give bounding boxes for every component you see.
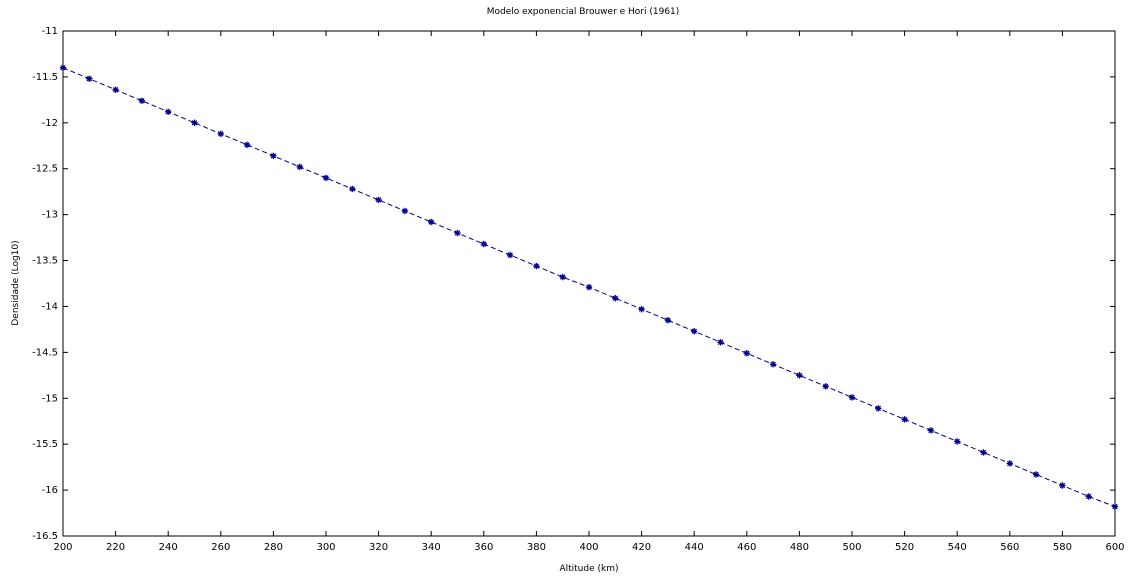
x-tick-label: 540 [948, 542, 967, 553]
data-point [86, 75, 93, 82]
data-point [401, 207, 409, 215]
x-tick-label: 340 [422, 542, 441, 553]
y-tick-label: -12 [42, 118, 58, 129]
y-tick-label: -12.5 [32, 164, 58, 175]
data-point [165, 108, 172, 115]
data-point [559, 273, 566, 281]
plot-area [62, 30, 1116, 537]
x-tick-label: 360 [474, 542, 493, 553]
data-point [1059, 482, 1066, 489]
data-point [717, 339, 724, 346]
x-tick-label: 460 [737, 542, 756, 553]
data-point [138, 97, 146, 104]
y-tick-label: -14.5 [32, 347, 58, 358]
chart-title: Modelo exponencial Brouwer e Hori (1961) [487, 7, 680, 17]
x-tick-label: 220 [106, 542, 125, 553]
data-point [769, 361, 777, 368]
data-point [1111, 503, 1119, 510]
data-point [664, 317, 672, 324]
data-point [349, 185, 356, 193]
data-point [822, 383, 829, 390]
y-tick-label: -14 [42, 301, 58, 312]
x-tick-label: 580 [1053, 542, 1072, 553]
y-tick-label: -16 [42, 485, 58, 496]
data-point [375, 196, 382, 204]
y-tick-label: -15 [42, 393, 58, 404]
x-tick-label: 200 [53, 542, 72, 553]
data-point [428, 218, 435, 226]
data-point [585, 283, 593, 291]
x-axis-label: Altitude (km) [559, 564, 618, 574]
data-point [270, 152, 277, 160]
y-axis-label: Densidade (Log10) [11, 240, 21, 325]
y-tick-label: -11.5 [32, 72, 58, 83]
y-tick-label: -16.5 [32, 531, 58, 542]
x-tick-label: 300 [316, 542, 335, 553]
data-point [1085, 493, 1092, 500]
x-tick-label: 380 [527, 542, 546, 553]
data-point [1032, 471, 1040, 478]
y-tick-label: -13 [42, 210, 58, 221]
x-tick-label: 560 [1000, 542, 1019, 553]
data-point [217, 130, 224, 138]
x-tick-label: 320 [369, 542, 388, 553]
data-point [243, 141, 251, 149]
x-tick-label: 520 [895, 542, 914, 553]
data-point [638, 306, 645, 313]
series-markers [59, 64, 1119, 510]
data-point [954, 438, 961, 445]
data-point [296, 163, 303, 171]
x-tick-label: 420 [632, 542, 651, 553]
y-tick-label: -11 [42, 26, 58, 37]
data-point [691, 328, 698, 335]
y-tick-label: -15.5 [32, 439, 58, 450]
data-point [506, 251, 514, 259]
x-tick-label: 600 [1105, 542, 1124, 553]
x-tick-label: 440 [685, 542, 704, 553]
data-point [112, 86, 119, 93]
data-point [743, 350, 750, 357]
data-point [480, 240, 487, 248]
x-tick-label: 240 [159, 542, 178, 553]
data-point [612, 294, 619, 302]
x-axis: 200 220 240 260 280 300 320 340 360 380 400 420 440 4… [53, 31, 1125, 553]
data-point [454, 229, 461, 237]
x-tick-label: 400 [579, 542, 598, 553]
x-tick-label: 480 [790, 542, 809, 553]
data-point [796, 372, 803, 379]
data-point [533, 262, 540, 270]
data-point [59, 64, 67, 71]
x-tick-label: 280 [264, 542, 283, 553]
data-point [1006, 460, 1013, 467]
x-tick-label: 500 [842, 542, 861, 553]
x-tick-label: 260 [211, 542, 230, 553]
data-point [191, 119, 198, 127]
data-point [927, 427, 935, 434]
data-point [322, 174, 330, 182]
data-point [901, 416, 908, 423]
data-point [875, 405, 882, 412]
y-axis: -11 -11.5 -12 -12.5 -13 -13.5 -14 -14.5 -15 -15.5… [32, 26, 1115, 542]
y-tick-label: -13.5 [32, 256, 58, 267]
data-point [980, 449, 987, 456]
data-point [848, 394, 856, 401]
